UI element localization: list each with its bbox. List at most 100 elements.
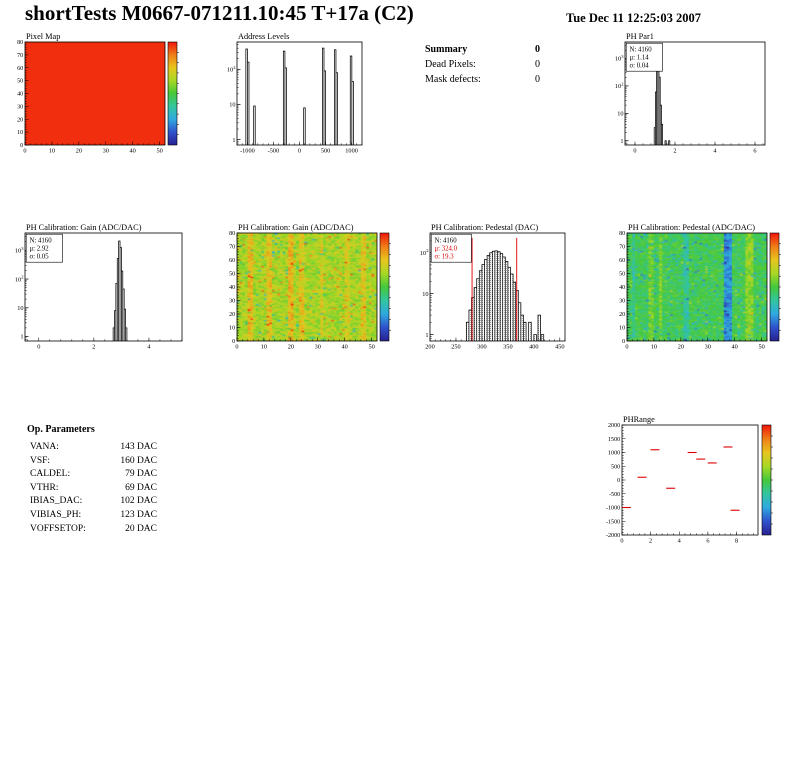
pixel-map-plot: 0 10 20 30 40 50 0 10 20 30 40 50 60 70 80 Pixel Map [8, 28, 208, 168]
op-parameter-value: 79 DAC [125, 469, 157, 480]
svg-text:8: 8 [735, 537, 738, 544]
op-parameter-row: VTHR: 69 DAC [27, 482, 157, 496]
op-parameter-label: VIBIAS_PH: [30, 509, 82, 520]
svg-text:-500: -500 [609, 492, 620, 498]
svg-text:20: 20 [76, 147, 82, 154]
svg-text:0: 0 [235, 343, 238, 350]
op-parameter-label: VTHR: [30, 482, 59, 493]
svg-text:10: 10 [651, 343, 657, 350]
svg-text:0: 0 [625, 343, 628, 350]
svg-text:4: 4 [713, 147, 717, 154]
svg-text:-1000: -1000 [240, 147, 255, 154]
svg-text:10: 10 [17, 130, 23, 136]
svg-text:80: 80 [619, 231, 625, 237]
summary-panel: Summary 0 Dead Pixels: 0 Mask defects: 0 [425, 42, 540, 87]
summary-title: Summary [425, 44, 468, 55]
svg-text:10: 10 [619, 326, 625, 332]
svg-text:1000: 1000 [345, 147, 358, 154]
svg-text:2000: 2000 [608, 423, 620, 429]
svg-text:40: 40 [17, 92, 23, 98]
svg-text:400: 400 [529, 343, 538, 350]
svg-text:500: 500 [611, 464, 620, 470]
op-parameter-label: IBIAS_DAC: [30, 496, 83, 507]
gain-map-plot: 0 10 20 30 40 50 0 10 20 30 40 50 60 70 80 PH Calibrati… [218, 220, 398, 362]
svg-text:102: 102 [420, 248, 429, 257]
svg-text:0: 0 [298, 147, 301, 154]
svg-text:0: 0 [37, 343, 40, 350]
svg-text:102: 102 [227, 65, 236, 74]
svg-text:20: 20 [17, 117, 23, 123]
svg-text:PHRange: PHRange [623, 415, 655, 424]
op-parameter-value: 143 DAC [120, 442, 157, 452]
svg-text:N: 4160: N: 4160 [30, 238, 53, 245]
ph_range-svg: 0 2 4 6 8 -2000 -1500 -1000 -500 0 500 1000 1500 2000… [606, 415, 773, 544]
address-levels-plot: -1000 -500 0 500 1000 1 10 102 Address Levels [215, 28, 380, 168]
op-parameter-row: CALDEL: 79 DAC [27, 468, 157, 482]
svg-text:1: 1 [20, 334, 23, 341]
op-parameter-label: VSF: [30, 455, 51, 466]
svg-text:10: 10 [617, 111, 623, 118]
svg-text:250: 250 [451, 343, 460, 350]
svg-text:PH Par1: PH Par1 [626, 32, 654, 41]
summary-row-label: Dead Pixels: [425, 59, 476, 70]
summary-row-value: 0 [535, 74, 540, 85]
svg-text:2: 2 [649, 537, 652, 544]
gain-distribution-plot: 0 2 4 1 10 102 103 N: 4160 μ: 2.92 σ: 0.05 PH Cali… [8, 220, 203, 362]
svg-text:20: 20 [619, 312, 625, 318]
op-parameters-panel: Op. Parameters VANA: 143 DAC VSF: 160 DAC … [27, 424, 157, 536]
pedestal-map-plot: 0 10 20 30 40 50 0 10 20 30 40 50 60 70 80 PH Calibrati… [608, 220, 796, 362]
svg-text:70: 70 [17, 53, 23, 59]
svg-text:50: 50 [758, 343, 764, 350]
svg-text:6: 6 [753, 147, 756, 154]
op-parameter-label: CALDEL: [30, 469, 71, 480]
gain_map-canvas [237, 233, 377, 341]
svg-text:1: 1 [232, 137, 235, 144]
svg-text:1: 1 [620, 138, 623, 145]
svg-text:μ: 2.92: μ: 2.92 [30, 246, 50, 253]
svg-text:10: 10 [422, 291, 428, 298]
svg-text:70: 70 [619, 245, 625, 251]
svg-text:μ: 1.14: μ: 1.14 [630, 55, 650, 62]
svg-text:4: 4 [678, 537, 682, 544]
svg-text:20: 20 [229, 312, 235, 318]
op-parameters-title: Op. Parameters [27, 424, 95, 435]
svg-text:σ: 0.05: σ: 0.05 [30, 254, 50, 261]
svg-text:102: 102 [15, 275, 24, 284]
svg-text:0: 0 [617, 478, 620, 484]
svg-text:30: 30 [705, 343, 711, 350]
svg-text:30: 30 [17, 104, 23, 110]
svg-text:10: 10 [49, 147, 55, 154]
svg-text:50: 50 [619, 272, 625, 278]
svg-text:σ: 0.04: σ: 0.04 [630, 63, 650, 70]
svg-text:103: 103 [15, 246, 24, 255]
ph-par1-plot: 0 2 4 6 1 10 102 103 N: 4160 μ: 1.14 σ: 0.04 PH Par… [605, 28, 795, 168]
svg-text:PH Calibration: Gain (ADC/DAC): PH Calibration: Gain (ADC/DAC) [26, 223, 142, 232]
svg-text:0: 0 [622, 339, 625, 345]
summary-row-value: 0 [535, 59, 540, 70]
svg-text:40: 40 [732, 343, 738, 350]
svg-text:50: 50 [156, 147, 162, 154]
svg-text:N: 4160: N: 4160 [630, 47, 653, 54]
ph-range-plot: 0 2 4 6 8 -2000 -1500 -1000 -500 0 500 1000 1500 2000… [600, 412, 796, 554]
page-title: shortTests M0667-071211.10:45 T+17a (C2) [25, 1, 414, 25]
op-parameter-value: 69 DAC [125, 482, 157, 493]
svg-text:-2000: -2000 [606, 533, 620, 539]
svg-text:40: 40 [342, 343, 348, 350]
svg-text:450: 450 [555, 343, 564, 350]
svg-text:30: 30 [315, 343, 321, 350]
svg-text:40: 40 [130, 147, 136, 154]
svg-text:Address Levels: Address Levels [238, 32, 289, 41]
svg-text:200: 200 [425, 343, 434, 350]
svg-text:10: 10 [229, 326, 235, 332]
svg-text:10: 10 [229, 102, 235, 109]
svg-text:0: 0 [633, 147, 636, 154]
pedestal-distribution-plot: 200 250 300 350 400 450 1 10 102 N: 4160 μ: 324.0 σ… [412, 220, 577, 362]
op-parameter-value: 20 DAC [125, 523, 157, 534]
svg-text:1500: 1500 [608, 437, 620, 443]
svg-text:50: 50 [229, 272, 235, 278]
svg-text:103: 103 [615, 54, 624, 63]
svg-text:30: 30 [229, 299, 235, 305]
svg-text:-500: -500 [268, 147, 280, 154]
